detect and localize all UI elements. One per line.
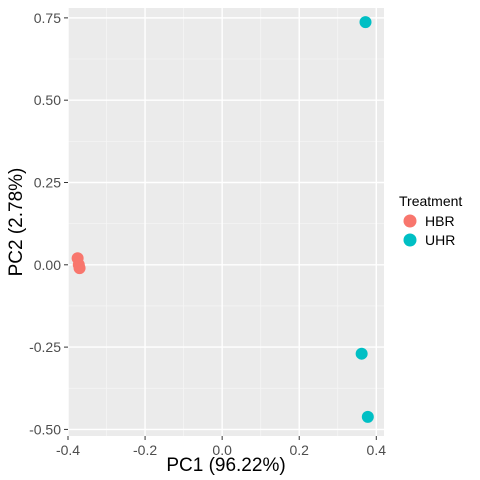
legend-title: Treatment	[399, 193, 462, 209]
data-point-uhr	[355, 347, 368, 360]
data-points	[71, 16, 374, 423]
x-axis-title: PC1 (96.22%)	[166, 455, 285, 476]
y-axis-ticks: -0.50 -0.25 0.00 0.25 0.50 0.75	[29, 10, 68, 437]
y-tick-label: -0.50	[29, 421, 61, 437]
x-tick-label: 0.2	[289, 442, 309, 458]
legend-key-hbr	[403, 214, 417, 228]
data-point-hbr	[73, 262, 86, 275]
y-tick-label: 0.75	[34, 10, 61, 26]
y-tick-label: 0.25	[34, 174, 61, 190]
y-tick-label: 0.00	[34, 257, 61, 273]
x-axis-ticks: -0.4 -0.2 0.0 0.2 0.4	[56, 436, 386, 458]
x-tick-label: 0.0	[212, 442, 232, 458]
legend-key-uhr	[403, 233, 417, 247]
legend-label-hbr: HBR	[425, 213, 455, 229]
major-gridlines	[67, 8, 384, 436]
y-axis-title: PC2 (2.78%)	[6, 168, 27, 277]
y-tick-label: 0.50	[34, 92, 61, 108]
data-point-uhr	[361, 410, 374, 423]
x-tick-label: 0.4	[367, 442, 387, 458]
x-tick-label: -0.2	[133, 442, 157, 458]
panel-background	[68, 8, 384, 436]
data-point-uhr	[359, 16, 372, 29]
legend-label-uhr: UHR	[425, 232, 455, 248]
y-tick-label: -0.25	[29, 339, 61, 355]
minor-gridlines	[68, 8, 384, 436]
x-tick-label: -0.4	[56, 442, 80, 458]
legend: Treatment HBR UHR	[399, 193, 462, 248]
